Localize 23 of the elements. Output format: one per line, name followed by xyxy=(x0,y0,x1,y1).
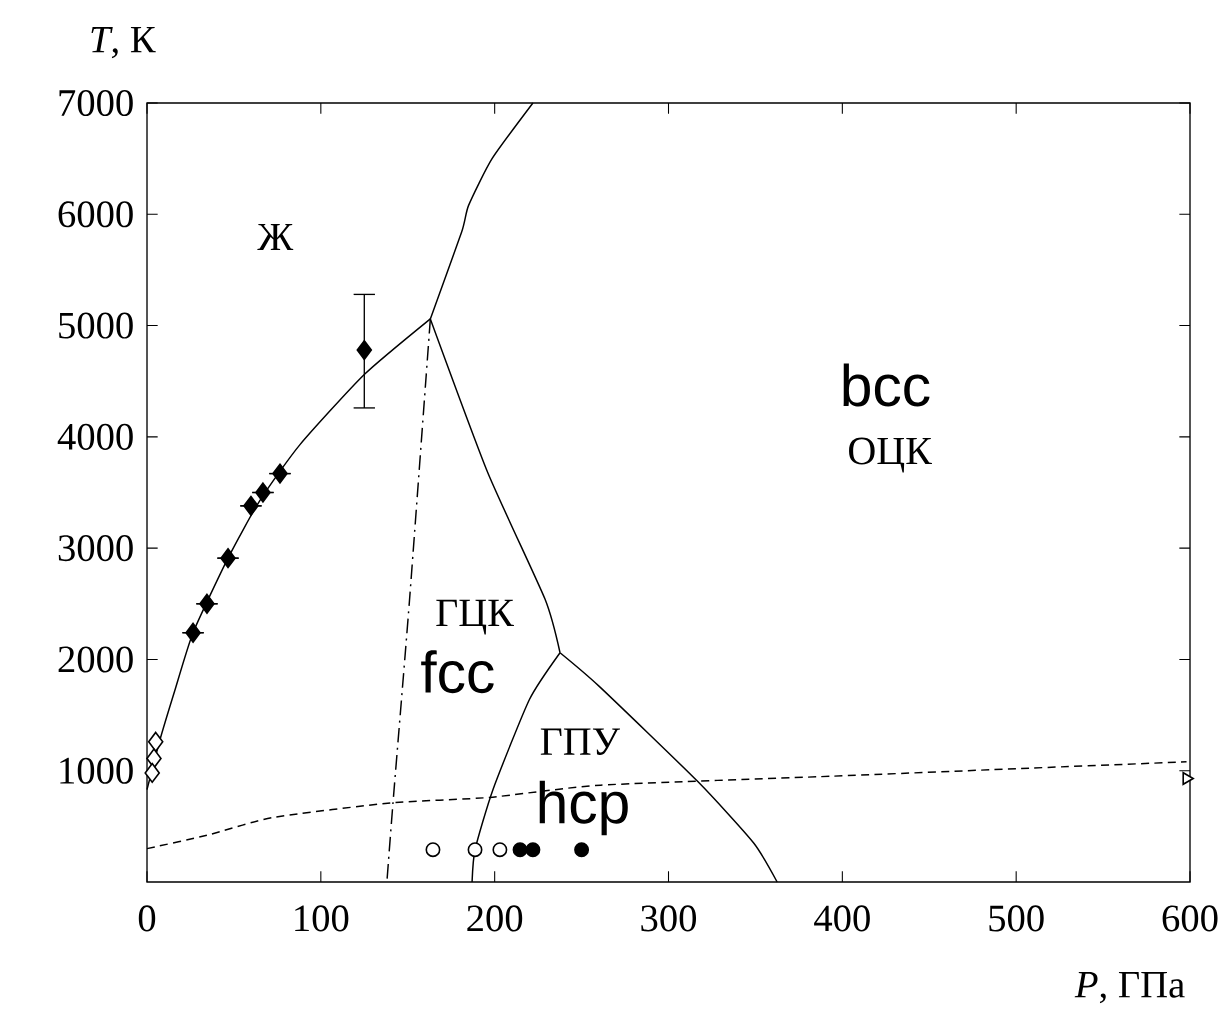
y-tick-label: 5000 xyxy=(59,312,133,339)
annotation: ГЦК xyxy=(436,599,514,635)
y-tick-label: 3000 xyxy=(58,535,133,562)
y-tick-label: 2000 xyxy=(58,646,133,673)
annotation: Ж xyxy=(257,223,294,251)
annotation: ОЦК xyxy=(849,437,932,473)
x-tick-label: 200 xyxy=(467,905,523,932)
y-tick-label: 7000 xyxy=(59,89,133,117)
x-tick-label: 500 xyxy=(989,905,1044,932)
annotation: fcc xyxy=(421,650,494,694)
x-tick-label: 300 xyxy=(641,905,697,932)
annotation: hcp xyxy=(539,780,628,836)
x-axis-title: P, ГПа xyxy=(1074,972,1185,1004)
x-tick-label: 600 xyxy=(1162,905,1218,932)
y-axis-title: T, К xyxy=(91,27,156,59)
x-tick-label: 400 xyxy=(814,905,870,932)
x-tick-label: 100 xyxy=(295,905,349,932)
annotation: ГПУ xyxy=(540,728,620,756)
annotation: bcc xyxy=(843,363,930,407)
y-tick-label: 1000 xyxy=(60,757,133,784)
y-tick-label: 4000 xyxy=(57,423,133,450)
y-tick-label: 6000 xyxy=(58,201,133,228)
x-tick-label: 0 xyxy=(138,905,156,932)
